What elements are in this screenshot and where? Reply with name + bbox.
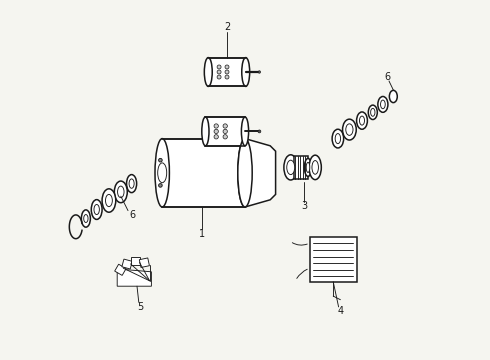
Ellipse shape: [105, 194, 112, 207]
Ellipse shape: [223, 124, 227, 128]
Ellipse shape: [306, 162, 310, 172]
Ellipse shape: [102, 189, 116, 212]
Ellipse shape: [390, 90, 397, 103]
Ellipse shape: [335, 134, 341, 144]
Polygon shape: [162, 139, 245, 207]
Ellipse shape: [217, 75, 221, 79]
Text: 3: 3: [301, 201, 307, 211]
Text: 6: 6: [130, 210, 136, 220]
Ellipse shape: [309, 155, 321, 180]
Ellipse shape: [242, 58, 250, 86]
Ellipse shape: [378, 96, 388, 112]
Text: 2: 2: [224, 22, 230, 32]
Ellipse shape: [258, 130, 261, 133]
Ellipse shape: [368, 105, 377, 120]
Ellipse shape: [312, 161, 318, 174]
Polygon shape: [205, 117, 245, 146]
Ellipse shape: [357, 112, 368, 129]
Ellipse shape: [159, 158, 162, 162]
Ellipse shape: [223, 129, 227, 134]
Ellipse shape: [225, 70, 229, 74]
Ellipse shape: [217, 70, 221, 74]
Ellipse shape: [223, 135, 227, 139]
Ellipse shape: [118, 186, 124, 198]
Ellipse shape: [84, 215, 88, 222]
Ellipse shape: [258, 71, 261, 73]
Ellipse shape: [360, 116, 365, 125]
Ellipse shape: [159, 184, 162, 187]
Ellipse shape: [126, 175, 137, 193]
Ellipse shape: [238, 139, 252, 207]
Ellipse shape: [155, 139, 170, 207]
Ellipse shape: [346, 124, 353, 135]
Ellipse shape: [81, 210, 90, 227]
Ellipse shape: [343, 119, 356, 140]
Bar: [310, 237, 357, 282]
Ellipse shape: [238, 139, 252, 207]
Ellipse shape: [214, 129, 219, 134]
Ellipse shape: [225, 65, 229, 69]
Ellipse shape: [214, 124, 219, 128]
Polygon shape: [294, 156, 308, 179]
Ellipse shape: [225, 75, 229, 79]
Ellipse shape: [332, 129, 343, 148]
Bar: [122, 259, 132, 269]
Text: 5: 5: [137, 302, 143, 312]
Text: 4: 4: [337, 306, 343, 316]
Ellipse shape: [217, 65, 221, 69]
Ellipse shape: [381, 100, 385, 109]
Bar: [115, 264, 126, 275]
Ellipse shape: [214, 135, 219, 139]
Ellipse shape: [129, 179, 134, 188]
Ellipse shape: [304, 158, 312, 176]
Ellipse shape: [242, 117, 248, 146]
Ellipse shape: [204, 58, 212, 86]
Ellipse shape: [370, 108, 375, 116]
Bar: [131, 257, 140, 265]
Ellipse shape: [91, 199, 102, 220]
Ellipse shape: [284, 155, 297, 180]
Ellipse shape: [94, 204, 99, 215]
Polygon shape: [117, 269, 151, 286]
Polygon shape: [208, 58, 245, 86]
Ellipse shape: [287, 160, 294, 175]
Bar: [139, 258, 149, 267]
Ellipse shape: [158, 163, 167, 183]
Ellipse shape: [202, 117, 209, 146]
Text: 1: 1: [199, 229, 205, 239]
Text: 6: 6: [385, 72, 391, 82]
Polygon shape: [245, 139, 275, 207]
Ellipse shape: [114, 181, 127, 203]
